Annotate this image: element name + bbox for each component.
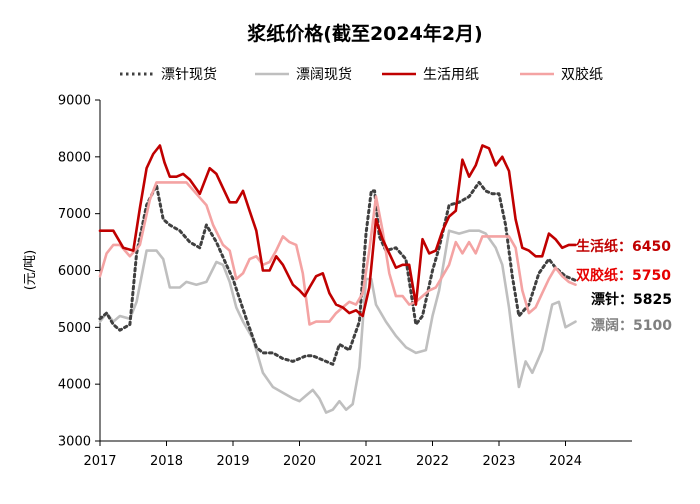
chart-title: 浆纸价格(截至2024年2月) xyxy=(247,22,482,45)
x-tick-label: 2019 xyxy=(216,454,249,469)
series-group xyxy=(98,144,577,414)
y-tick-label: 6000 xyxy=(58,264,91,279)
y-tick-label: 8000 xyxy=(58,150,91,165)
annotation-label-4: 漂阔：5100 xyxy=(591,317,672,334)
annotation-label-1: 生活纸：6450 xyxy=(576,238,671,255)
annotation-label-3: 漂针：5825 xyxy=(591,291,672,308)
series-line-3 xyxy=(98,144,577,318)
x-tick-label: 2022 xyxy=(416,454,449,469)
y-axis-label: (元/吨) xyxy=(23,250,38,291)
x-tick-label: 2024 xyxy=(549,454,582,469)
series-line-4 xyxy=(98,181,577,326)
y-tick-label: 3000 xyxy=(58,435,91,450)
x-tick-label: 2017 xyxy=(83,454,116,469)
legend-label-1: 漂针现货 xyxy=(161,66,217,83)
y-tick-label: 5000 xyxy=(58,321,91,336)
annotation-label-2: 双胶纸：5750 xyxy=(576,267,671,284)
series-line-1 xyxy=(98,180,577,366)
legend: 漂针现货 漂阔现货 生活用纸 双胶纸 xyxy=(120,66,603,83)
legend-label-4: 双胶纸 xyxy=(561,66,603,83)
y-tick-label: 4000 xyxy=(58,378,91,393)
legend-label-2: 漂阔现货 xyxy=(296,66,352,83)
x-tick-label: 2018 xyxy=(150,454,183,469)
y-tick-label: 9000 xyxy=(58,94,91,109)
legend-label-3: 生活用纸 xyxy=(423,67,479,83)
x-tick-label: 2023 xyxy=(482,454,515,469)
x-tick-label: 2020 xyxy=(283,454,316,469)
y-tick-label: 7000 xyxy=(58,207,91,222)
annotations: 生活纸：6450 双胶纸：5750 漂针：5825 漂阔：5100 xyxy=(576,238,672,334)
series-line-2 xyxy=(98,229,577,414)
x-tick-label: 2021 xyxy=(349,454,382,469)
axes: 3000 4000 5000 6000 7000 8000 9000 2017 2018 2019… xyxy=(58,94,632,469)
